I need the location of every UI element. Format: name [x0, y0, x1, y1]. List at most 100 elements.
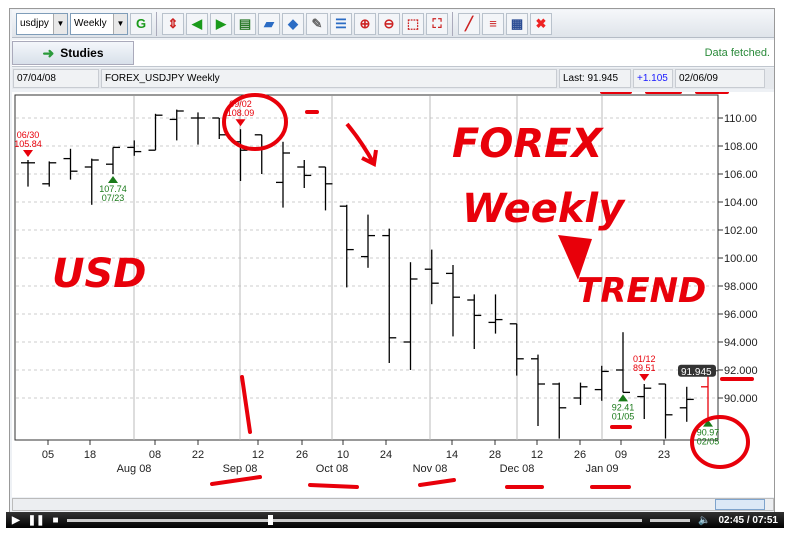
studies-icon: ➜	[42, 44, 55, 61]
x-tick-label: 12	[252, 449, 264, 461]
month-label: Oct 08	[316, 463, 348, 475]
marker-value: 105.84	[14, 139, 42, 149]
month-label: Dec 08	[500, 463, 535, 475]
marker-value: 107.74	[99, 184, 127, 194]
scroll-thumb[interactable]	[715, 499, 765, 510]
arrow-annotation-icon	[345, 122, 378, 168]
y-tick-label: 92.000	[724, 365, 758, 377]
studies-button[interactable]: ➜ Studies	[12, 41, 134, 65]
marker-value: 89.51	[633, 363, 656, 373]
chart-title: FOREX_USDJPY Weekly	[101, 69, 557, 88]
y-tick-label: 100.00	[724, 253, 758, 265]
x-tick-label: 22	[192, 449, 204, 461]
save-icon[interactable]: ◆	[282, 12, 304, 35]
fit-icon[interactable]: ⛶	[426, 12, 448, 35]
go-icon[interactable]: G	[130, 12, 152, 35]
open-icon[interactable]: ▰	[258, 12, 280, 35]
x-tick-label: 26	[574, 449, 586, 461]
y-tick-label: 106.00	[724, 169, 758, 181]
down-trend-arrow-icon	[558, 235, 592, 280]
month-label: Jan 09	[585, 463, 618, 475]
underline-annotation	[418, 478, 456, 487]
seek-handle[interactable]	[267, 514, 273, 525]
zoom-in-icon[interactable]: ⊕	[354, 12, 376, 35]
annotation-usd: USD	[52, 251, 147, 297]
underline-annotation	[240, 375, 252, 434]
y-tick-label: 94.000	[724, 337, 758, 349]
last-price: Last: 91.945	[559, 69, 631, 88]
y-tick-label: 96.000	[724, 309, 758, 321]
circle-annotation	[222, 93, 288, 151]
chart-icon[interactable]: ▤	[234, 12, 256, 35]
chevron-down-icon[interactable]: ▼	[53, 13, 67, 34]
marker-date: 02/05	[697, 437, 720, 447]
low-marker-icon	[108, 176, 118, 183]
y-tick-label: 98.000	[724, 281, 758, 293]
annotation-forex: FOREX	[452, 121, 604, 167]
chart-svg: 110.00 108.00 106.00 104.00 102.00 100.00 98.0…	[14, 90, 758, 489]
chevron-down-icon[interactable]: ▼	[113, 13, 127, 34]
symbol-value: usdjpy	[20, 18, 49, 29]
up-down-icon[interactable]: ⇕	[162, 12, 184, 35]
grid-icon[interactable]: ▦	[506, 12, 528, 35]
x-tick-label: 05	[42, 449, 54, 461]
back-icon[interactable]: ◀	[186, 12, 208, 35]
zoom-out-icon[interactable]: ⊖	[378, 12, 400, 35]
low-marker-icon	[703, 419, 713, 427]
status-text: Data fetched.	[704, 47, 770, 59]
x-tick-label: 26	[296, 449, 308, 461]
month-label: Nov 08	[413, 463, 448, 475]
draw-line-icon[interactable]: ╱	[458, 12, 480, 35]
y-tick-label: 110.00	[724, 113, 757, 125]
period-value: Weekly	[74, 18, 107, 29]
forward-icon[interactable]: ▶	[210, 12, 232, 35]
y-tick-label: 90.000	[724, 393, 758, 405]
video-controls: ▶ ❚❚ ■ 🔈 02:45 / 07:51	[6, 512, 784, 528]
marker-date: 01/05	[612, 411, 635, 421]
x-tick-label: 18	[84, 449, 96, 461]
volume-slider[interactable]	[650, 518, 691, 522]
marker-value: 90.97	[697, 428, 720, 438]
horizontal-scrollbar[interactable]	[12, 498, 774, 511]
end-date: 02/06/09	[675, 69, 765, 88]
marker-value: 108.09	[227, 108, 255, 118]
symbol-select[interactable]: usdjpy ▼	[16, 12, 68, 35]
play-icon[interactable]: ▶	[12, 514, 20, 526]
low-marker-icon	[618, 394, 628, 402]
studies-label: Studies	[60, 46, 104, 60]
marker-value: 92.41	[612, 402, 635, 412]
x-tick-label: 14	[446, 449, 458, 461]
annotation-trend: TREND	[577, 271, 706, 311]
x-tick-label: 08	[149, 449, 161, 461]
seek-bar[interactable]	[66, 514, 643, 525]
month-label: Sep 08	[223, 463, 258, 475]
toolbar: usdjpy ▼ Weekly ▼ G ⇕ ◀ ▶ ▤ ▰ ◆ ✎ ☰ ⊕ ⊖ ⬚ …	[12, 10, 774, 38]
high-marker-icon	[235, 119, 246, 127]
period-select[interactable]: Weekly ▼	[70, 12, 128, 35]
marker-date: 06/30	[17, 130, 40, 140]
price-chart[interactable]: 110.00 108.00 106.00 104.00 102.00 100.00 98.0…	[12, 90, 774, 497]
stop-icon[interactable]: ■	[52, 514, 59, 526]
price-change: +1.105	[633, 69, 673, 88]
lines-icon[interactable]: ≡	[482, 12, 504, 35]
marker-date: 09/02	[229, 99, 252, 109]
last-price-label: 91.945	[681, 367, 712, 378]
volume-icon[interactable]: 🔈	[698, 514, 711, 526]
x-tick-label: 10	[337, 449, 349, 461]
close-icon[interactable]: ✖	[530, 12, 552, 35]
list-icon[interactable]: ☰	[330, 12, 352, 35]
y-tick-label: 104.00	[724, 197, 758, 209]
y-tick-label: 102.00	[724, 225, 758, 237]
studies-bar: ➜ Studies Data fetched.	[12, 40, 774, 67]
underline-annotation	[210, 475, 262, 486]
info-bar: 07/04/08 FOREX_USDJPY Weekly Last: 91.94…	[12, 68, 774, 89]
x-tick-label: 24	[380, 449, 392, 461]
x-tick-label: 12	[531, 449, 543, 461]
underline-annotation	[308, 483, 359, 489]
print-icon[interactable]: ✎	[306, 12, 328, 35]
pause-icon[interactable]: ❚❚	[27, 514, 45, 526]
x-tick-label: 23	[658, 449, 670, 461]
circle-annotation	[690, 415, 750, 469]
zoom-box-icon[interactable]: ⬚	[402, 12, 424, 35]
x-tick-label: 09	[615, 449, 627, 461]
